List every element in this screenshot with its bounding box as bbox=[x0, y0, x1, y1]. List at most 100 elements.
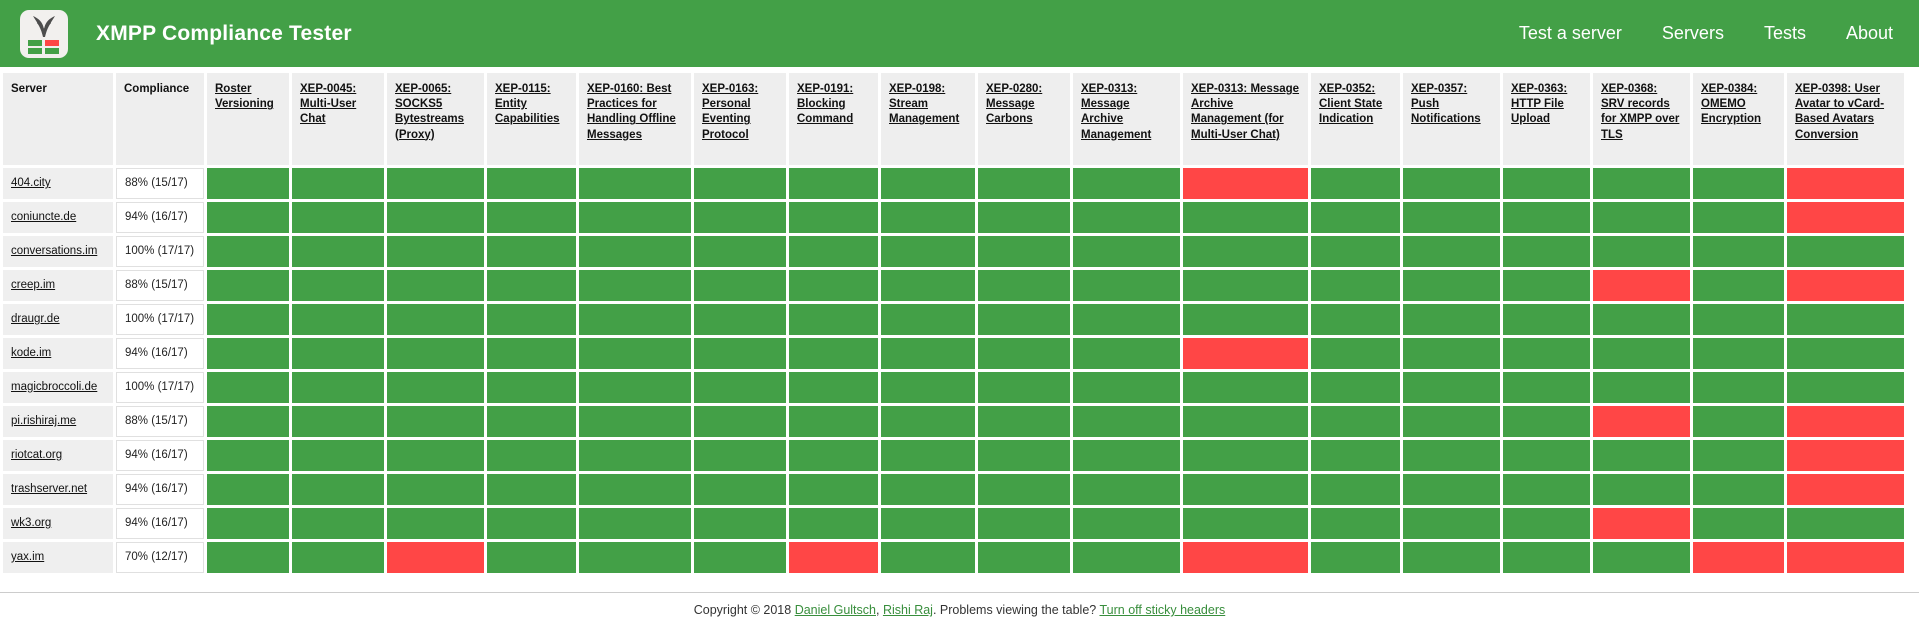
col-header-test-7[interactable]: XEP-0198: Stream Management bbox=[881, 73, 975, 165]
compliance-score-cell: 88% (15/17) bbox=[116, 406, 204, 437]
server-link[interactable]: magicbroccoli.de bbox=[11, 381, 98, 393]
col-header-test-2[interactable]: XEP-0065: SOCKS5 Bytestreams (Proxy) bbox=[387, 73, 484, 165]
col-header-test-9[interactable]: XEP-0313: Message Archive Management bbox=[1073, 73, 1180, 165]
test-result-pass-cell bbox=[1787, 236, 1904, 267]
col-header-test-5-link[interactable]: XEP-0163: Personal Eventing Protocol bbox=[702, 83, 759, 141]
test-result-pass-cell bbox=[1403, 542, 1500, 573]
test-result-pass-cell bbox=[694, 304, 786, 335]
test-result-pass-cell bbox=[1503, 338, 1590, 369]
col-header-test-4-link[interactable]: XEP-0160: Best Practices for Handling Of… bbox=[587, 83, 676, 141]
server-name-cell: conversations.im bbox=[3, 236, 113, 267]
author-separator: , bbox=[875, 603, 883, 617]
test-result-pass-cell bbox=[1693, 270, 1784, 301]
col-header-test-13-link[interactable]: XEP-0363: HTTP File Upload bbox=[1511, 83, 1568, 126]
home-link[interactable]: XMPP Compliance Tester bbox=[20, 9, 352, 58]
col-header-test-0[interactable]: Roster Versioning bbox=[207, 73, 289, 165]
test-result-pass-cell bbox=[1073, 406, 1180, 437]
col-header-test-4[interactable]: XEP-0160: Best Practices for Handling Of… bbox=[579, 73, 691, 165]
col-header-test-0-link[interactable]: Roster Versioning bbox=[215, 83, 274, 111]
test-result-pass-cell bbox=[881, 270, 975, 301]
server-link[interactable]: riotcat.org bbox=[11, 449, 63, 461]
test-result-pass-cell bbox=[881, 236, 975, 267]
test-result-pass-cell bbox=[1693, 440, 1784, 471]
test-result-fail-cell bbox=[1693, 542, 1784, 573]
col-header-test-3-link[interactable]: XEP-0115: Entity Capabilities bbox=[495, 83, 560, 126]
test-result-pass-cell bbox=[487, 338, 576, 369]
test-result-pass-cell bbox=[387, 474, 484, 505]
server-link[interactable]: creep.im bbox=[11, 279, 56, 291]
col-header-test-6[interactable]: XEP-0191: Blocking Command bbox=[789, 73, 878, 165]
server-link[interactable]: wk3.org bbox=[11, 517, 52, 529]
test-result-pass-cell bbox=[487, 406, 576, 437]
server-row: coniuncte.de 94% (16/17) bbox=[3, 202, 1904, 233]
test-result-pass-cell bbox=[881, 372, 975, 403]
test-result-pass-cell bbox=[789, 372, 878, 403]
test-result-pass-cell bbox=[487, 270, 576, 301]
col-header-test-12-link[interactable]: XEP-0357: Push Notifications bbox=[1411, 83, 1481, 126]
author-link-rishi-raj[interactable]: Rishi Raj bbox=[882, 603, 933, 617]
test-result-pass-cell bbox=[1503, 474, 1590, 505]
col-header-test-15-link[interactable]: XEP-0384: OMEMO Encryption bbox=[1701, 83, 1762, 126]
sticky-headers-toggle-link[interactable]: Turn off sticky headers bbox=[1099, 603, 1226, 617]
nav-about[interactable]: About bbox=[1845, 23, 1893, 43]
col-header-test-12[interactable]: XEP-0357: Push Notifications bbox=[1403, 73, 1500, 165]
test-result-pass-cell bbox=[207, 542, 289, 573]
test-result-pass-cell bbox=[1073, 474, 1180, 505]
server-name-cell: 404.city bbox=[3, 168, 113, 199]
test-result-pass-cell bbox=[1693, 474, 1784, 505]
test-result-pass-cell bbox=[1311, 372, 1400, 403]
test-result-pass-cell bbox=[978, 406, 1070, 437]
server-link[interactable]: conversations.im bbox=[11, 245, 98, 257]
test-result-pass-cell bbox=[1073, 168, 1180, 199]
test-result-pass-cell bbox=[1503, 542, 1590, 573]
col-header-test-6-link[interactable]: XEP-0191: Blocking Command bbox=[797, 83, 854, 126]
compliance-score-cell: 94% (16/17) bbox=[116, 508, 204, 539]
server-name-cell: wk3.org bbox=[3, 508, 113, 539]
col-header-test-16[interactable]: XEP-0398: User Avatar to vCard-Based Ava… bbox=[1787, 73, 1904, 165]
test-result-pass-cell bbox=[1183, 406, 1308, 437]
nav-tests[interactable]: Tests bbox=[1763, 23, 1806, 43]
test-result-fail-cell bbox=[1593, 270, 1690, 301]
test-result-pass-cell bbox=[978, 304, 1070, 335]
server-name-cell: kode.im bbox=[3, 338, 113, 369]
col-header-test-11[interactable]: XEP-0352: Client State Indication bbox=[1311, 73, 1400, 165]
author-link-daniel-gultsch[interactable]: Daniel Gultsch bbox=[794, 603, 876, 617]
test-result-pass-cell bbox=[1403, 168, 1500, 199]
col-header-test-1-link[interactable]: XEP-0045: Multi-User Chat bbox=[300, 83, 357, 126]
col-header-test-14-link[interactable]: XEP-0368: SRV records for XMPP over TLS bbox=[1601, 83, 1680, 141]
test-result-pass-cell bbox=[487, 168, 576, 199]
test-result-pass-cell bbox=[1183, 440, 1308, 471]
col-header-test-3[interactable]: XEP-0115: Entity Capabilities bbox=[487, 73, 576, 165]
server-link[interactable]: yax.im bbox=[11, 551, 45, 563]
test-result-pass-cell bbox=[1311, 338, 1400, 369]
server-link[interactable]: trashserver.net bbox=[11, 483, 88, 495]
header-row: Server Compliance Roster Versioning XEP-004… bbox=[3, 73, 1904, 165]
test-result-pass-cell bbox=[1183, 202, 1308, 233]
test-result-pass-cell bbox=[978, 542, 1070, 573]
col-header-test-5[interactable]: XEP-0163: Personal Eventing Protocol bbox=[694, 73, 786, 165]
server-link[interactable]: coniuncte.de bbox=[11, 211, 77, 223]
col-header-test-10[interactable]: XEP-0313: Message Archive Management (fo… bbox=[1183, 73, 1308, 165]
test-result-pass-cell bbox=[1593, 474, 1690, 505]
col-header-test-2-link[interactable]: XEP-0065: SOCKS5 Bytestreams (Proxy) bbox=[395, 83, 465, 141]
col-header-test-8[interactable]: XEP-0280: Message Carbons bbox=[978, 73, 1070, 165]
col-header-test-16-link[interactable]: XEP-0398: User Avatar to vCard-Based Ava… bbox=[1795, 83, 1885, 141]
col-header-test-7-link[interactable]: XEP-0198: Stream Management bbox=[889, 83, 960, 126]
col-header-test-11-link[interactable]: XEP-0352: Client State Indication bbox=[1319, 83, 1383, 126]
col-header-test-9-link[interactable]: XEP-0313: Message Archive Management bbox=[1081, 83, 1152, 141]
server-link[interactable]: draugr.de bbox=[11, 313, 60, 325]
col-header-test-14[interactable]: XEP-0368: SRV records for XMPP over TLS bbox=[1593, 73, 1690, 165]
col-header-test-1[interactable]: XEP-0045: Multi-User Chat bbox=[292, 73, 384, 165]
nav-test-a-server[interactable]: Test a server bbox=[1518, 23, 1622, 43]
test-result-pass-cell bbox=[292, 508, 384, 539]
test-result-pass-cell bbox=[881, 474, 975, 505]
server-link[interactable]: 404.city bbox=[11, 177, 51, 189]
nav-servers[interactable]: Servers bbox=[1661, 23, 1724, 43]
col-header-test-8-link[interactable]: XEP-0280: Message Carbons bbox=[986, 83, 1043, 126]
col-header-test-15[interactable]: XEP-0384: OMEMO Encryption bbox=[1693, 73, 1784, 165]
server-link[interactable]: kode.im bbox=[11, 347, 52, 359]
test-result-fail-cell bbox=[387, 542, 484, 573]
col-header-test-13[interactable]: XEP-0363: HTTP File Upload bbox=[1503, 73, 1590, 165]
col-header-test-10-link[interactable]: XEP-0313: Message Archive Management (fo… bbox=[1191, 83, 1300, 141]
server-link[interactable]: pi.rishiraj.me bbox=[11, 415, 77, 427]
